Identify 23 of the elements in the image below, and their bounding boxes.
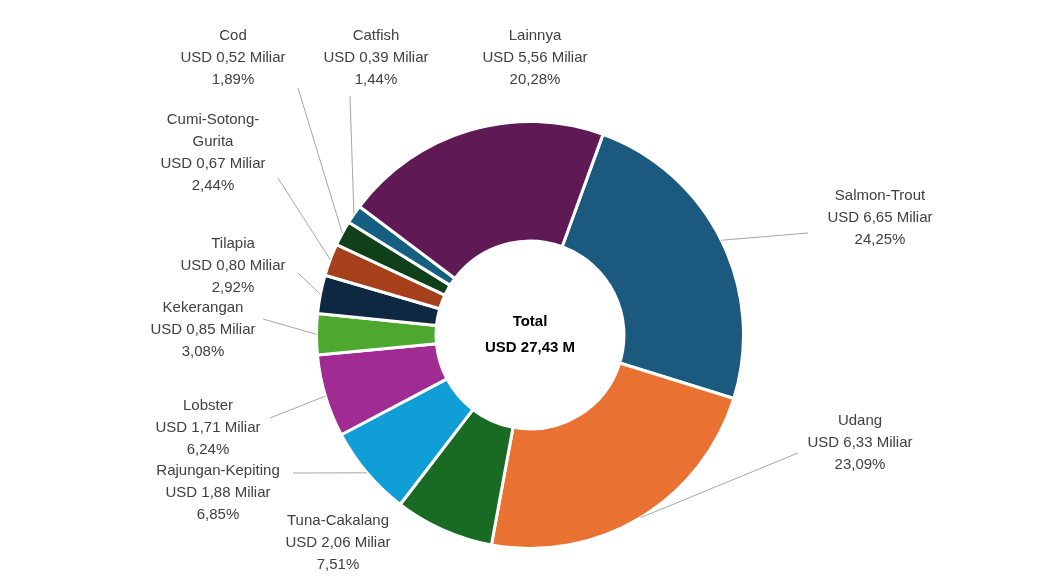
data-label: USD 0,80 Miliar 2,92% <box>180 255 286 295</box>
data-label: USD 0,39 Miliar 1,44% <box>323 47 429 87</box>
data-label: USD 0,67 Miliar 2,44% <box>160 153 266 193</box>
data-label: USD 6,65 Miliar 24,25% <box>827 207 933 247</box>
slice-label: Salmon-Trout <box>834 185 926 203</box>
slice-label: Lobster <box>182 395 234 413</box>
text: Total USD 27,43 M <box>484 312 576 356</box>
slice-label: Catfish <box>352 25 400 43</box>
data-label: USD 1,88 Miliar 6,85% <box>165 482 271 522</box>
slice-label: Lainnya <box>508 25 562 43</box>
slice-label: Kekerangan <box>162 297 244 315</box>
slice-label: Rajungan-Kepiting <box>156 460 280 478</box>
data-label: USD 6,33 Miliar 23,09% <box>807 432 913 472</box>
slice-label: Tuna-Cakalang <box>286 510 390 528</box>
data-label: USD 0,85 Miliar 3,08% <box>150 319 256 359</box>
data-label: USD 2,06 Miliar 7,51% <box>285 532 391 572</box>
slice-label: Cod <box>219 25 247 43</box>
data-label: USD 1,71 Miliar 6,24% <box>155 417 261 457</box>
slice-label: Cumi-Sotong-Gurita <box>166 109 260 149</box>
slice-label: Tilapia <box>211 233 256 251</box>
slice-label: Udang <box>837 410 883 428</box>
data-label: USD 0,52 Miliar 1,89% <box>180 47 286 87</box>
data-label: USD 5,56 Miliar 20,28% <box>482 47 588 87</box>
